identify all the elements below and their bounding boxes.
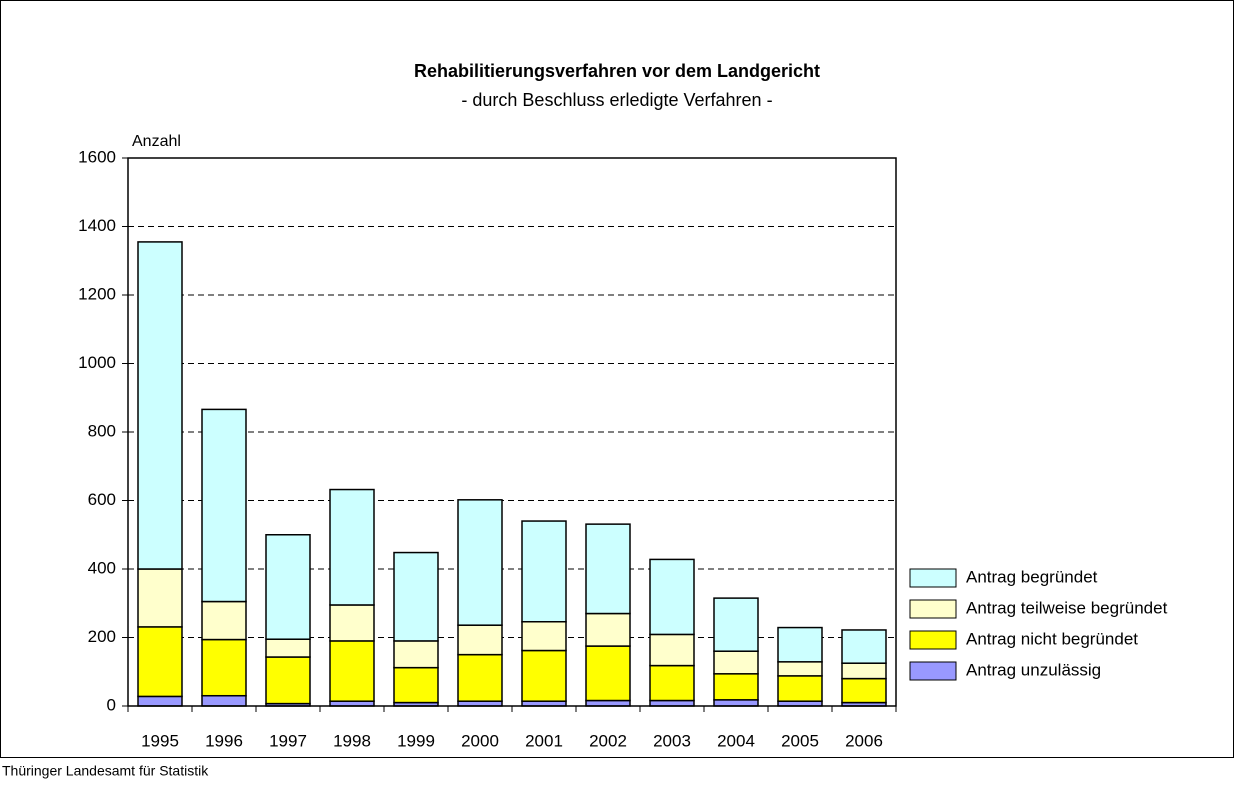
bar-segment	[137, 626, 183, 698]
bar-segment	[137, 241, 183, 570]
bar-segment	[841, 629, 887, 664]
bar-segment	[649, 558, 695, 636]
x-tick-label: 2001	[525, 731, 563, 750]
bar-segment	[841, 677, 887, 704]
bar-segment	[201, 638, 247, 697]
y-tick-label: 1600	[78, 147, 116, 166]
x-tick-label: 1997	[269, 731, 307, 750]
x-tick-label: 1999	[397, 731, 435, 750]
bar-segment	[457, 653, 503, 702]
plot-border	[127, 157, 897, 707]
legend-swatch	[909, 661, 957, 681]
y-tick-label: 600	[88, 490, 116, 509]
x-tick-label: 2000	[461, 731, 499, 750]
legend-label: Antrag teilweise begründet	[966, 598, 1168, 617]
y-tick-label: 1400	[78, 216, 116, 235]
bar-segment	[393, 551, 439, 642]
bar-segment	[713, 597, 759, 652]
bar-segment	[585, 523, 631, 615]
bar-segment	[777, 626, 823, 663]
legend-swatch	[909, 630, 957, 650]
y-axis-label: Anzahl	[132, 133, 181, 150]
bar-segment	[265, 534, 311, 640]
x-tick-label: 1995	[141, 731, 179, 750]
bar-segment	[713, 699, 759, 707]
bar-segment	[201, 694, 247, 707]
y-tick-label: 1200	[78, 284, 116, 303]
legend-swatch	[909, 568, 957, 588]
bar-segment	[777, 675, 823, 702]
x-tick-label: 2003	[653, 731, 691, 750]
y-tick-label: 1000	[78, 353, 116, 372]
legend-swatch	[909, 599, 957, 619]
legend-label: Antrag nicht begründet	[966, 629, 1138, 648]
bar-segment	[329, 488, 375, 606]
bar-segment	[137, 568, 183, 628]
bar-segment	[585, 645, 631, 702]
x-tick-label: 2006	[845, 731, 883, 750]
y-tick-label: 0	[107, 695, 116, 714]
chart-title: Rehabilitierungsverfahren vor dem Landge…	[414, 61, 820, 81]
y-tick-label: 200	[88, 627, 116, 646]
x-tick-label: 2005	[781, 731, 819, 750]
bar-segment	[393, 666, 439, 704]
bar-segment	[201, 600, 247, 641]
bar-segment	[329, 640, 375, 702]
bar-segment	[265, 638, 311, 658]
bar-segment	[713, 650, 759, 675]
x-tick-label: 2004	[717, 731, 755, 750]
bar-segment	[137, 695, 183, 707]
x-tick-label: 2002	[589, 731, 627, 750]
y-tick-label: 400	[88, 558, 116, 577]
bar-segment	[649, 633, 695, 667]
legend-label: Antrag unzulässig	[966, 660, 1101, 679]
x-tick-label: 1998	[333, 731, 371, 750]
bar-segment	[521, 620, 567, 652]
chart-subtitle: - durch Beschluss erledigte Verfahren -	[461, 90, 772, 110]
bar-segment	[265, 656, 311, 705]
bar-segment	[585, 699, 631, 707]
bar-segment	[841, 662, 887, 680]
x-tick-label: 1996	[205, 731, 243, 750]
bar-segment	[713, 673, 759, 701]
bar-segment	[393, 640, 439, 669]
source: Thüringer Landesamt für Statistik	[2, 763, 209, 779]
bar-segment	[521, 520, 567, 623]
legend-label: Antrag begründet	[966, 567, 1098, 586]
bar-segment	[649, 699, 695, 707]
bar-segment	[457, 624, 503, 656]
bar-segment	[649, 664, 695, 702]
y-tick-label: 800	[88, 421, 116, 440]
bar-segment	[201, 408, 247, 603]
bar-segment	[585, 612, 631, 647]
bar-segment	[329, 604, 375, 642]
bar-segment	[777, 661, 823, 677]
bar-segment	[521, 649, 567, 702]
bar-segment	[457, 499, 503, 626]
